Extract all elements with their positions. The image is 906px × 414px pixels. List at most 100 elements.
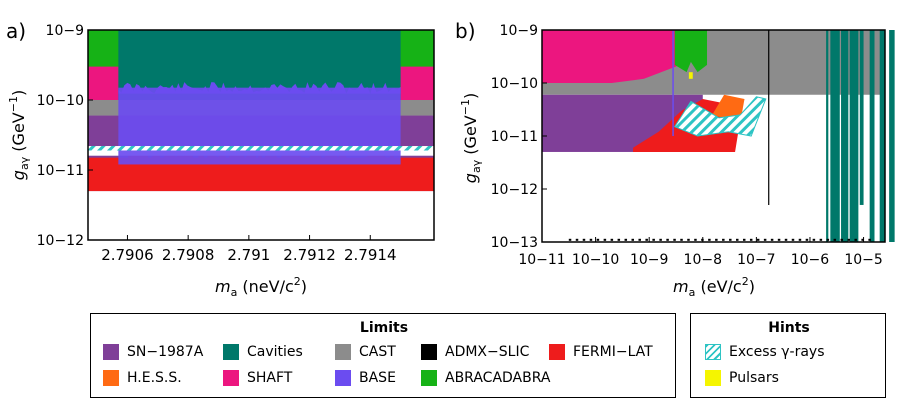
panel-a-region-base-edge <box>118 82 401 94</box>
panel-b-cavities-dash <box>777 238 781 241</box>
panel-b-region-cavities-bar <box>841 30 849 242</box>
hints-legend-title: Hints <box>768 320 810 336</box>
panel-b-x-tick-label: 10−9 <box>630 252 668 268</box>
panel-b-region-cavities-bar <box>859 30 864 205</box>
hints-legend: Hints Excess γ-rays Pulsars <box>690 313 886 398</box>
panel-b-region-cavities-bar <box>869 30 875 242</box>
panel-b-y-ticks: 10−13 10−12 10−11 10−10 10−9 <box>491 23 547 251</box>
panel-b-cavities-dash <box>680 238 683 241</box>
panel-b-cavities-dash <box>819 238 823 241</box>
legend-item-pulsars: Pulsars <box>705 370 779 386</box>
panel-b-y-tick-label: 10−11 <box>491 129 538 145</box>
panel-b-x-tick-label: 10−10 <box>572 252 619 268</box>
panel-b-cavities-dash <box>861 238 864 241</box>
panel-b-cavities-dash <box>694 238 697 241</box>
legend-item-base: BASE <box>335 370 396 386</box>
panel-b-region-abracadabra <box>674 30 708 73</box>
legend-swatch-hess <box>103 370 119 386</box>
panel-b-cavities-dash <box>840 238 844 241</box>
panel-a-y-tick-label: 10−9 <box>46 23 84 39</box>
panel-a-x-tick-label: 2.7912 <box>283 246 336 264</box>
legend-swatch-shaft <box>223 370 239 386</box>
panel-b-x-tick-label: 10−6 <box>791 252 830 268</box>
panel-a-label: a) <box>6 19 26 43</box>
panel-b-region-cavities-bar <box>879 30 885 242</box>
limits-legend: Limits SN−1987A Cavities CAST ADMX−SLIC … <box>90 313 676 398</box>
panel-b-cavities-dash <box>722 238 725 241</box>
panel-a-x-axis-label: ma (neV/c2) <box>215 275 307 299</box>
panel-b-cavities-dash <box>812 238 816 241</box>
panel-b-cavities-dash <box>715 238 718 241</box>
panel-b-x-ticks: 10−11 10−10 10−9 10−8 10−7 10−6 10−5 <box>518 237 883 268</box>
panel-b-cavities-dash <box>736 238 739 241</box>
panel-b-cavities-dash <box>652 238 655 241</box>
panel-b-label: b) <box>455 19 476 43</box>
panel-b-cavities-dash <box>784 238 788 241</box>
panel-b-region-cavities-bar <box>849 30 859 242</box>
panel-b-cavities-dash <box>798 238 802 241</box>
panel-b-cavities-dash <box>756 238 760 241</box>
legend-swatch-pulsars <box>705 370 721 386</box>
panel-b-cavities-dash <box>575 238 579 241</box>
legend-swatch-abracadabra <box>421 370 437 386</box>
panel-b-x-tick-label: 10−11 <box>518 252 565 268</box>
panel-b-cavities-dash <box>749 238 753 241</box>
panel-a-x-tick-label: 2.791 <box>227 246 270 264</box>
legend-item-hess: H.E.S.S. <box>103 370 182 386</box>
panel-b-y-axis-label: gaγ (GeV−1) <box>459 93 483 183</box>
legend-swatch-admx-slic <box>421 344 437 360</box>
panel-b-cavities-dash <box>868 238 871 241</box>
panel-a-x-tick-label: 2.7908 <box>162 246 215 264</box>
panel-b-cavities-dash <box>617 238 621 241</box>
legend-item-excess-gamma-rays: Excess γ-rays <box>705 344 824 360</box>
panel-b-region-shaft <box>542 30 698 83</box>
legend-swatch-excess-gamma-rays <box>705 344 721 360</box>
legend-swatch-cavities <box>223 344 239 360</box>
panel-b-hint-excess-gamma-rays <box>674 96 767 137</box>
legend-item-fermi-lat: FERMI−LAT <box>549 344 653 360</box>
panel-b-y-tick-label: 10−12 <box>491 182 538 198</box>
panel-b-cavities-dash <box>666 238 669 241</box>
panel-b-cavities-dash <box>610 238 614 241</box>
legend-swatch-fermi-lat <box>549 344 565 360</box>
panel-a-region-base <box>118 87 401 165</box>
panel-b-cavities-dash <box>687 238 690 241</box>
panel-b-regions <box>542 30 895 242</box>
panel-b-cavities-dash <box>708 238 711 241</box>
panel-a-x-tick-label: 2.7914 <box>344 246 397 264</box>
panel-b-region-cavities-bar <box>826 30 829 242</box>
panel-b-cavities-dash <box>624 238 628 241</box>
panel-a-regions <box>88 30 434 192</box>
panel-b-cavities-dash <box>596 238 600 241</box>
panel-b-cavities-dash <box>826 238 830 241</box>
legend-item-sn1987a: SN−1987A <box>103 344 203 360</box>
panel-b-cavities-dash <box>742 238 746 241</box>
panel-b-cavities-dash <box>791 238 795 241</box>
legend-item-cast: CAST <box>335 344 396 360</box>
legend-item-admx-slic: ADMX−SLIC <box>421 344 529 360</box>
panel-b-cavities-dash <box>833 238 837 241</box>
panel-b-cavities-dash <box>589 238 593 241</box>
panel-b-region-cavities-bar <box>889 30 895 242</box>
panel-b-cavities-dash <box>847 238 850 241</box>
panel-b-cavities-dash <box>582 238 586 241</box>
panel-b-cavities-dash <box>659 238 662 241</box>
legend-swatch-sn1987a <box>103 344 119 360</box>
panel-b-x-axis-label: ma (eV/c2) <box>673 275 755 299</box>
panel-b-cavities-dash <box>729 238 732 241</box>
panel-b-y-tick-label: 10−13 <box>491 235 538 251</box>
panel-b-cavities-dash <box>805 238 809 241</box>
panel-a-y-axis-label: gaγ (GeV−1) <box>7 90 31 180</box>
panel-b-cavities-dash <box>631 238 635 241</box>
limits-legend-title: Limits <box>359 320 409 336</box>
panel-a-y-tick-label: 10−12 <box>37 233 84 249</box>
panel-b-hint-pulsars <box>688 72 693 79</box>
panel-a-frame <box>87 29 435 241</box>
panel-b-y-tick-label: 10−9 <box>500 23 538 39</box>
panel-a-y-tick-label: 10−11 <box>37 163 84 179</box>
legend-item-shaft: SHAFT <box>223 370 292 386</box>
legend-swatch-cast <box>335 344 351 360</box>
panel-b-x-tick-label: 10−7 <box>737 252 775 268</box>
panel-b-y-tick-label: 10−10 <box>491 76 538 92</box>
